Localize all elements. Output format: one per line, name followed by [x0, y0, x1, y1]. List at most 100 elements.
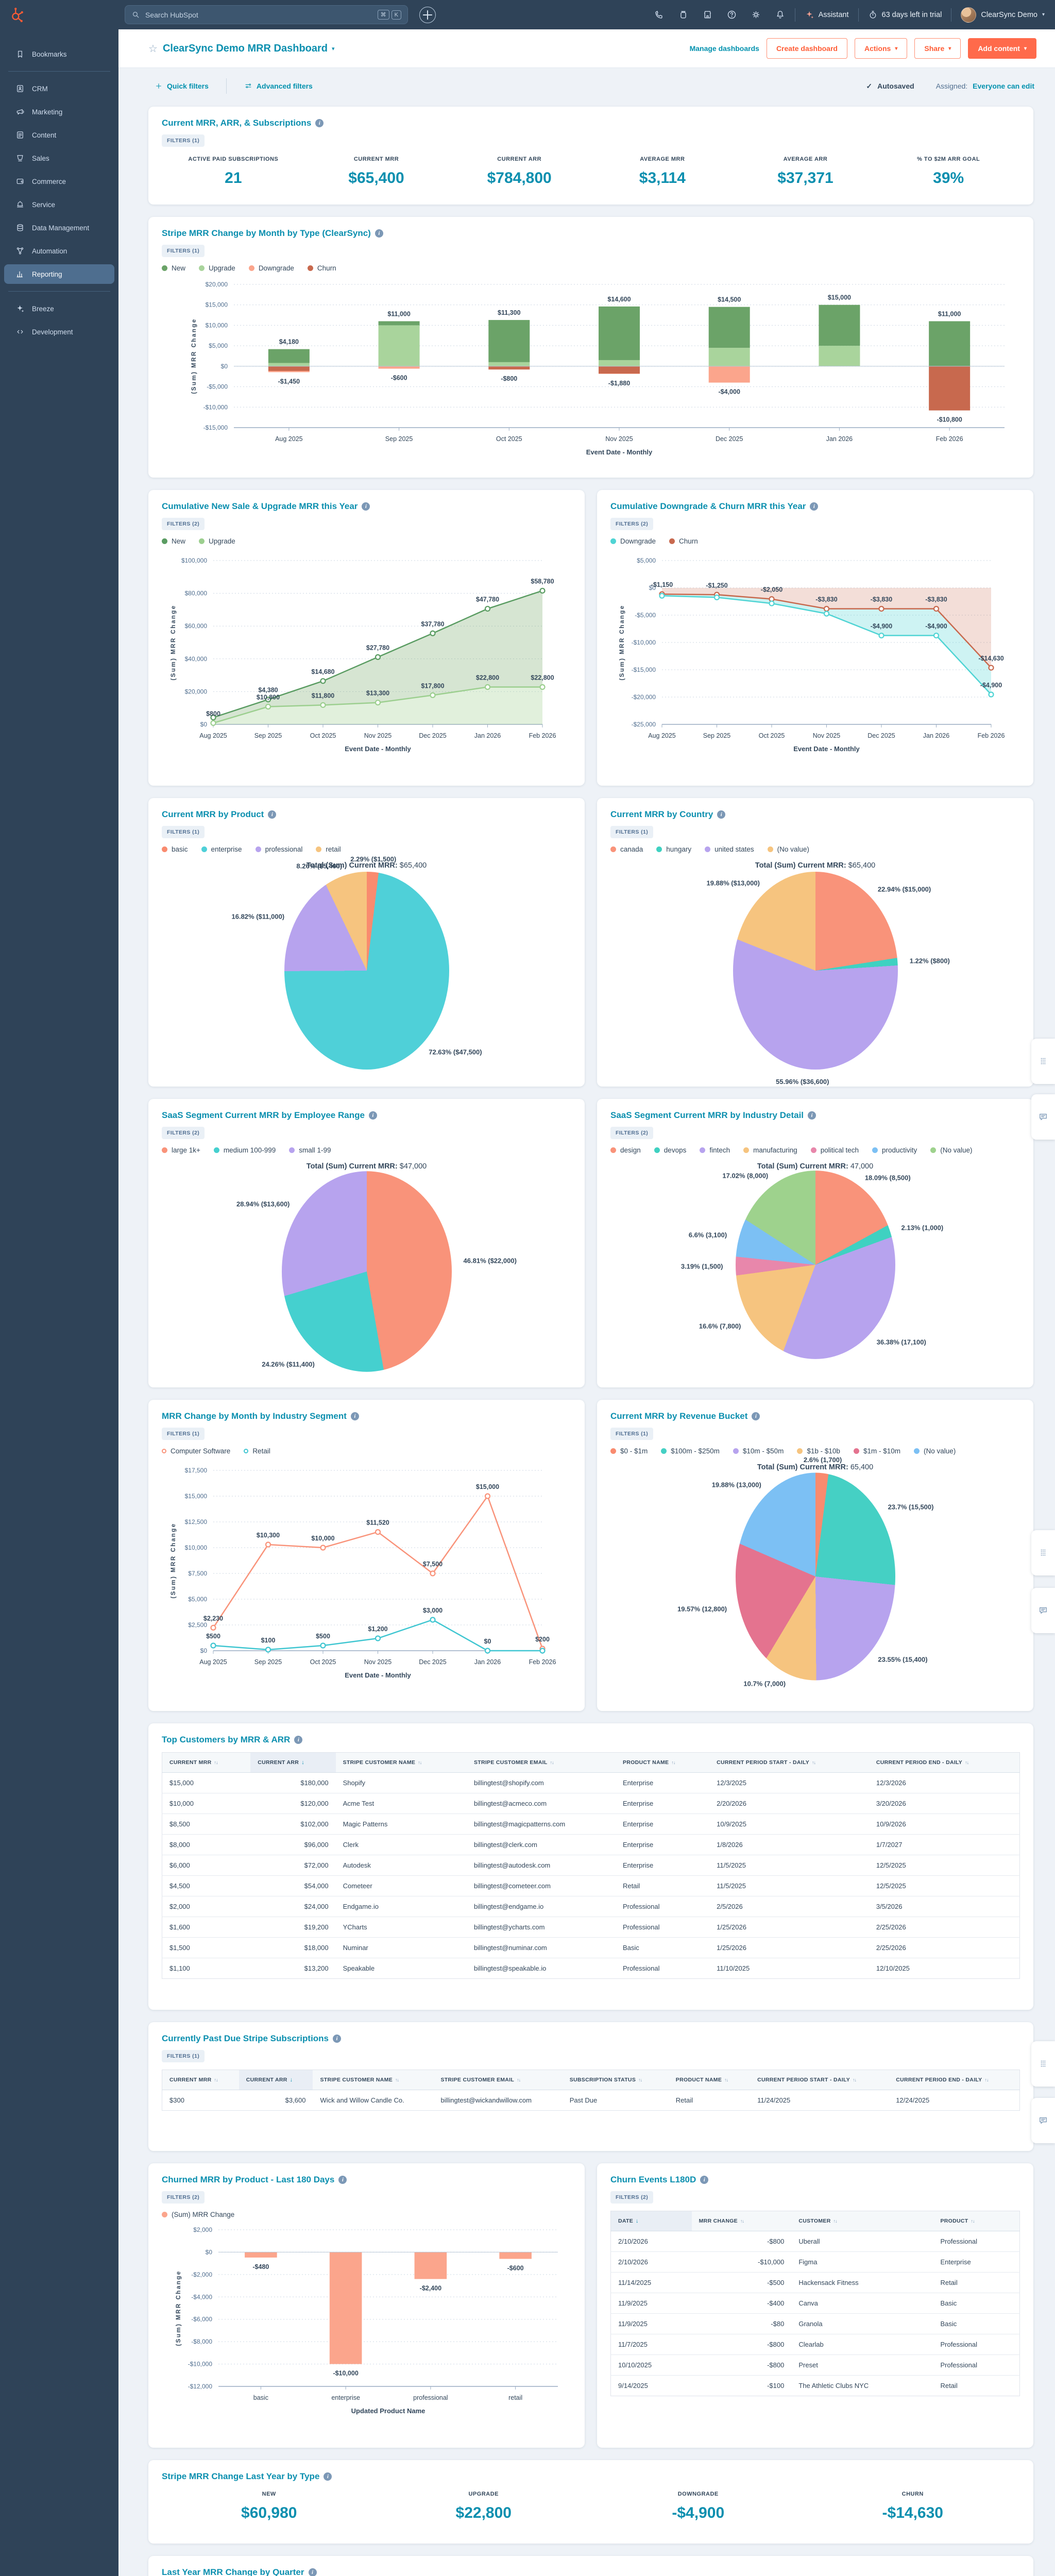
legend-item[interactable]: basic — [162, 845, 188, 853]
legend-item[interactable]: $1b - $10b — [797, 1447, 840, 1455]
table-row[interactable]: 11/9/2025 -$400 Canva Basic — [610, 2293, 1020, 2314]
data-panel-tab[interactable] — [1031, 1530, 1055, 1575]
column-header[interactable]: CURRENT PERIOD END - DAILY ↑↓ — [869, 1752, 1020, 1773]
legend-item[interactable]: $1m - $10m — [853, 1447, 900, 1455]
legend-item[interactable]: design — [610, 1146, 641, 1154]
table-row[interactable]: $2,000 $24,000 Endgame.io billingtest@endga… — [162, 1896, 1020, 1917]
share-button[interactable]: Share ▾ — [914, 38, 961, 59]
table-row[interactable]: $1,600 $19,200 YCharts billingtest@ycharts.… — [162, 1917, 1020, 1938]
table-row[interactable]: 11/14/2025 -$500 Hackensack Fitness Retail — [610, 2272, 1020, 2293]
sidebar-item-reporting[interactable]: Reporting — [4, 264, 114, 284]
table-row[interactable]: 10/10/2025 -$800 Preset Professional — [610, 2354, 1020, 2376]
favorite-star-icon[interactable]: ☆ — [148, 43, 158, 55]
table-row[interactable]: $4,500 $54,000 Cometeer billingtest@cometee… — [162, 1875, 1020, 1896]
data-panel-tab[interactable] — [1031, 2041, 1055, 2087]
table-row[interactable]: $8,500 $102,000 Magic Patterns billingtest@… — [162, 1814, 1020, 1835]
legend-item[interactable]: medium 100-999 — [213, 1146, 276, 1154]
sidebar-item-development[interactable]: Development — [4, 322, 114, 342]
legend-item[interactable]: political tech — [810, 1146, 859, 1154]
info-icon[interactable]: i — [294, 1736, 303, 1744]
sidebar-item-automation[interactable]: Automation — [4, 241, 114, 261]
legend-item[interactable]: united states — [705, 845, 754, 853]
legend-item[interactable]: hungary — [656, 845, 691, 853]
legend-item[interactable]: large 1k+ — [162, 1146, 200, 1154]
filters-chip[interactable]: FILTERS (2) — [162, 1127, 205, 1139]
assigned-value-link[interactable]: Everyone can edit — [973, 82, 1034, 90]
info-icon[interactable]: i — [700, 2176, 709, 2184]
info-icon[interactable]: i — [333, 2035, 342, 2043]
table-row[interactable]: $1,100 $13,200 Speakable billingtest@speaka… — [162, 1958, 1020, 1979]
legend-item[interactable]: Computer Software — [162, 1447, 230, 1455]
sidebar-item-content[interactable]: Content — [4, 125, 114, 145]
table-row[interactable]: $1,500 $18,000 Numinar billingtest@numinar.… — [162, 1937, 1020, 1958]
filters-chip[interactable]: FILTERS (2) — [162, 518, 205, 530]
table-row[interactable]: $8,000 $96,000 Clerk billingtest@clerk.com E… — [162, 1834, 1020, 1855]
legend-item[interactable]: fintech — [700, 1146, 730, 1154]
table-row[interactable]: 11/7/2025 -$800 Clearlab Professional — [610, 2334, 1020, 2355]
legend-item[interactable]: canada — [610, 845, 643, 853]
filters-chip[interactable]: FILTERS (2) — [610, 518, 654, 530]
column-header[interactable]: STRIPE CUSTOMER EMAIL ↑↓ — [466, 1752, 616, 1773]
legend-item[interactable]: New — [162, 264, 185, 272]
legend-item[interactable]: (No value) — [930, 1146, 973, 1154]
marketplace-icon[interactable] — [702, 9, 713, 20]
column-header[interactable]: CURRENT ARR ↓ — [250, 1752, 336, 1773]
info-icon[interactable]: i — [752, 1412, 760, 1420]
table-row[interactable]: 9/14/2025 -$100 The Athletic Clubs NYC Reta… — [610, 2375, 1020, 2396]
filters-chip[interactable]: FILTERS (1) — [162, 826, 205, 838]
table-row[interactable]: $6,000 $72,000 Autodesk billingtest@autodes… — [162, 1855, 1020, 1876]
table-row[interactable]: 11/9/2025 -$80 Granola Basic — [610, 2313, 1020, 2334]
column-header[interactable]: DATE ↓ — [610, 2211, 692, 2231]
legend-item[interactable]: Downgrade — [248, 264, 294, 272]
info-icon[interactable]: i — [315, 119, 324, 127]
column-header[interactable]: CURRENT PERIOD END - DAILY ↑↓ — [889, 2070, 1020, 2090]
notifications-icon[interactable] — [775, 9, 786, 20]
column-header[interactable]: PRODUCT ↑↓ — [933, 2211, 1020, 2231]
assistant-button[interactable]: Assistant — [805, 10, 849, 20]
column-header[interactable]: CURRENT PERIOD START - DAILY ↑↓ — [750, 2070, 889, 2090]
column-header[interactable]: STRIPE CUSTOMER EMAIL ↑↓ — [433, 2070, 563, 2090]
legend-item[interactable]: enterprise — [201, 845, 242, 853]
filters-chip[interactable]: FILTERS (2) — [610, 2191, 654, 2204]
info-icon[interactable]: i — [350, 1412, 359, 1420]
column-header[interactable]: MRR CHANGE ↑↓ — [691, 2211, 792, 2231]
info-icon[interactable]: i — [324, 2472, 332, 2481]
column-header[interactable]: STRIPE CUSTOMER NAME ↑↓ — [313, 2070, 434, 2090]
manage-dashboards-link[interactable]: Manage dashboards — [689, 44, 759, 53]
column-header[interactable]: CURRENT PERIOD START - DAILY ↑↓ — [709, 1752, 869, 1773]
legend-item[interactable]: $100m - $250m — [661, 1447, 720, 1455]
legend-item[interactable]: devops — [654, 1146, 686, 1154]
legend-item[interactable]: (No value) — [767, 845, 809, 853]
info-icon[interactable]: i — [810, 502, 819, 511]
chevron-down-icon[interactable]: ▾ — [332, 45, 335, 52]
column-header[interactable]: CUSTOMER ↑↓ — [791, 2211, 933, 2231]
legend-item[interactable]: Upgrade — [199, 264, 235, 272]
table-row[interactable]: $15,000 $180,000 Shopify billingtest@shopif… — [169, 1779, 906, 1787]
legend-item[interactable]: Upgrade — [199, 537, 235, 545]
search-input[interactable]: Search HubSpot ⌘ K — [125, 5, 408, 24]
table-row[interactable]: $10,000 $120,000 Acme Test billingtest@acme… — [162, 1793, 1020, 1814]
filters-chip[interactable]: FILTERS (1) — [162, 134, 205, 147]
data-panel-tab[interactable] — [1031, 1039, 1055, 1084]
legend-item[interactable]: New — [162, 537, 185, 545]
create-dashboard-button[interactable]: Create dashboard — [766, 38, 847, 59]
legend-item[interactable]: Churn — [307, 264, 336, 272]
info-icon[interactable]: i — [338, 2176, 347, 2184]
info-icon[interactable]: i — [268, 810, 277, 819]
column-header[interactable]: SUBSCRIPTION STATUS ↑↓ — [562, 2070, 669, 2090]
filters-chip[interactable]: FILTERS (1) — [162, 245, 205, 257]
table-row[interactable]: 2/10/2026 -$10,000 Figma Enterprise — [610, 2251, 1020, 2273]
hubspot-logo-icon[interactable] — [7, 6, 25, 24]
sidebar-item-data-management[interactable]: Data Management — [4, 218, 114, 238]
legend-item[interactable]: (Sum) MRR Change — [162, 2211, 234, 2218]
legend-item[interactable]: $0 - $1m — [610, 1447, 648, 1455]
filters-chip[interactable]: FILTERS (1) — [162, 1428, 205, 1440]
sidebar-item-sales[interactable]: Sales — [4, 148, 114, 168]
legend-item[interactable]: Downgrade — [610, 537, 656, 545]
filters-chip[interactable]: FILTERS (2) — [162, 2191, 205, 2204]
legend-item[interactable]: productivity — [872, 1146, 917, 1154]
info-icon[interactable]: i — [375, 229, 383, 238]
sidebar-item-bookmarks[interactable]: Bookmarks — [4, 44, 114, 64]
column-header[interactable]: CURRENT MRR ↑↓ — [162, 2070, 239, 2090]
legend-item[interactable]: $10m - $50m — [733, 1447, 784, 1455]
